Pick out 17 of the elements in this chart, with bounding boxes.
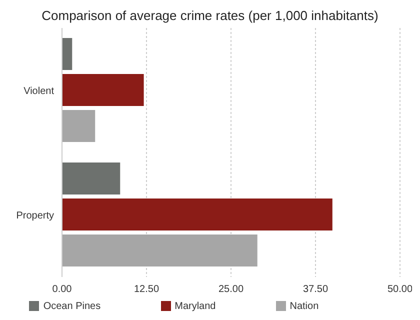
legend-label: Nation bbox=[290, 301, 319, 312]
x-tick-label: 50.00 bbox=[387, 284, 413, 296]
x-tick-label: 37.50 bbox=[302, 284, 328, 296]
legend-label: Ocean Pines bbox=[43, 301, 101, 312]
x-tick-label: 12.50 bbox=[134, 284, 160, 296]
chart-title: Comparison of average crime rates (per 1,000 inhabitants) bbox=[40, 8, 380, 25]
y-tick-label: Violent bbox=[24, 86, 54, 97]
x-tick-label: 0.00 bbox=[52, 284, 72, 296]
bar bbox=[62, 234, 258, 266]
y-tick-label: Property bbox=[16, 210, 54, 222]
legend-label: Maryland bbox=[174, 301, 216, 312]
bar bbox=[62, 74, 144, 106]
bar bbox=[62, 38, 72, 70]
bar bbox=[62, 110, 96, 142]
x-tick-label: 25.00 bbox=[218, 284, 244, 296]
bar bbox=[62, 162, 120, 194]
bar bbox=[62, 198, 332, 230]
